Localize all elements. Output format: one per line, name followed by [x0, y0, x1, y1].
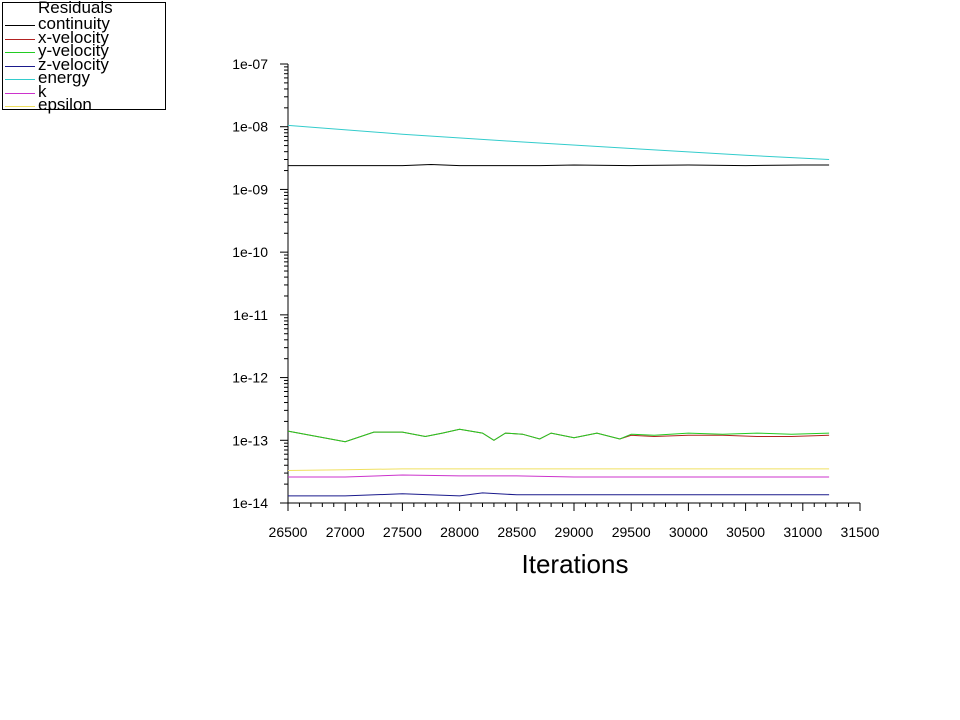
legend-label: z-velocity	[38, 54, 109, 74]
x-tick-label: 27000	[326, 524, 365, 540]
legend-item-continuity: continuity	[3, 14, 165, 33]
series-line-epsilon	[287, 468, 830, 471]
legend: Residuals continuity x-velocity y-velocity…	[2, 0, 166, 114]
legend-label: y-velocity	[38, 41, 109, 60]
legend-title: Residuals	[38, 0, 113, 17]
x-tick-label: 28500	[497, 524, 536, 540]
legend-swatch	[5, 38, 35, 40]
legend-swatch	[5, 52, 35, 53]
y-tick-label: 1e-11	[233, 307, 268, 323]
x-tick-label: 31000	[783, 524, 822, 540]
legend-label: continuity	[38, 14, 110, 33]
series-line-x-velocity	[287, 428, 830, 443]
y-tick-label: 1e-12	[232, 370, 268, 386]
legend-item-k: k	[3, 81, 165, 101]
legend-label: energy	[38, 68, 90, 87]
x-tick-label: 31500	[841, 524, 880, 540]
legend-item-y-velocity: y-velocity	[3, 41, 165, 60]
legend-swatch	[5, 25, 35, 26]
y-tick-label: 1e-07	[232, 56, 268, 72]
x-tick-label: 30000	[669, 524, 708, 540]
y-tick-label: 1e-09	[232, 181, 268, 197]
x-tick-label: 26500	[269, 524, 308, 540]
legend-label: epsilon	[38, 95, 92, 114]
y-tick-label: 1e-10	[232, 244, 268, 260]
y-tick-label: 1e-14	[232, 495, 268, 511]
y-tick-label: 1e-08	[232, 119, 268, 135]
legend-item-epsilon: epsilon	[3, 95, 165, 114]
series-line-continuity	[288, 163, 830, 167]
legend-swatch	[5, 106, 35, 107]
legend-item-x-velocity: x-velocity	[3, 27, 165, 47]
series-line-energy	[287, 124, 830, 160]
legend-label: x-velocity	[38, 27, 109, 47]
legend-item-energy: energy	[3, 68, 165, 87]
x-tick-label: 29000	[555, 524, 594, 540]
legend-swatch	[5, 65, 35, 67]
x-axis-title: Iterations	[521, 549, 629, 579]
series-line-z-velocity	[288, 492, 830, 497]
legend-swatch	[5, 92, 35, 94]
legend-label: k	[38, 81, 47, 101]
x-tick-label: 30500	[726, 524, 765, 540]
series-line-y-velocity	[287, 428, 830, 443]
legend-swatch	[5, 79, 35, 80]
x-tick-label: 27500	[383, 524, 422, 540]
legend-item-z-velocity: z-velocity	[3, 54, 165, 74]
x-tick-label: 29500	[612, 524, 651, 540]
y-tick-label: 1e-13	[232, 432, 268, 448]
series-line-k	[288, 474, 830, 478]
x-tick-label: 28000	[440, 524, 479, 540]
